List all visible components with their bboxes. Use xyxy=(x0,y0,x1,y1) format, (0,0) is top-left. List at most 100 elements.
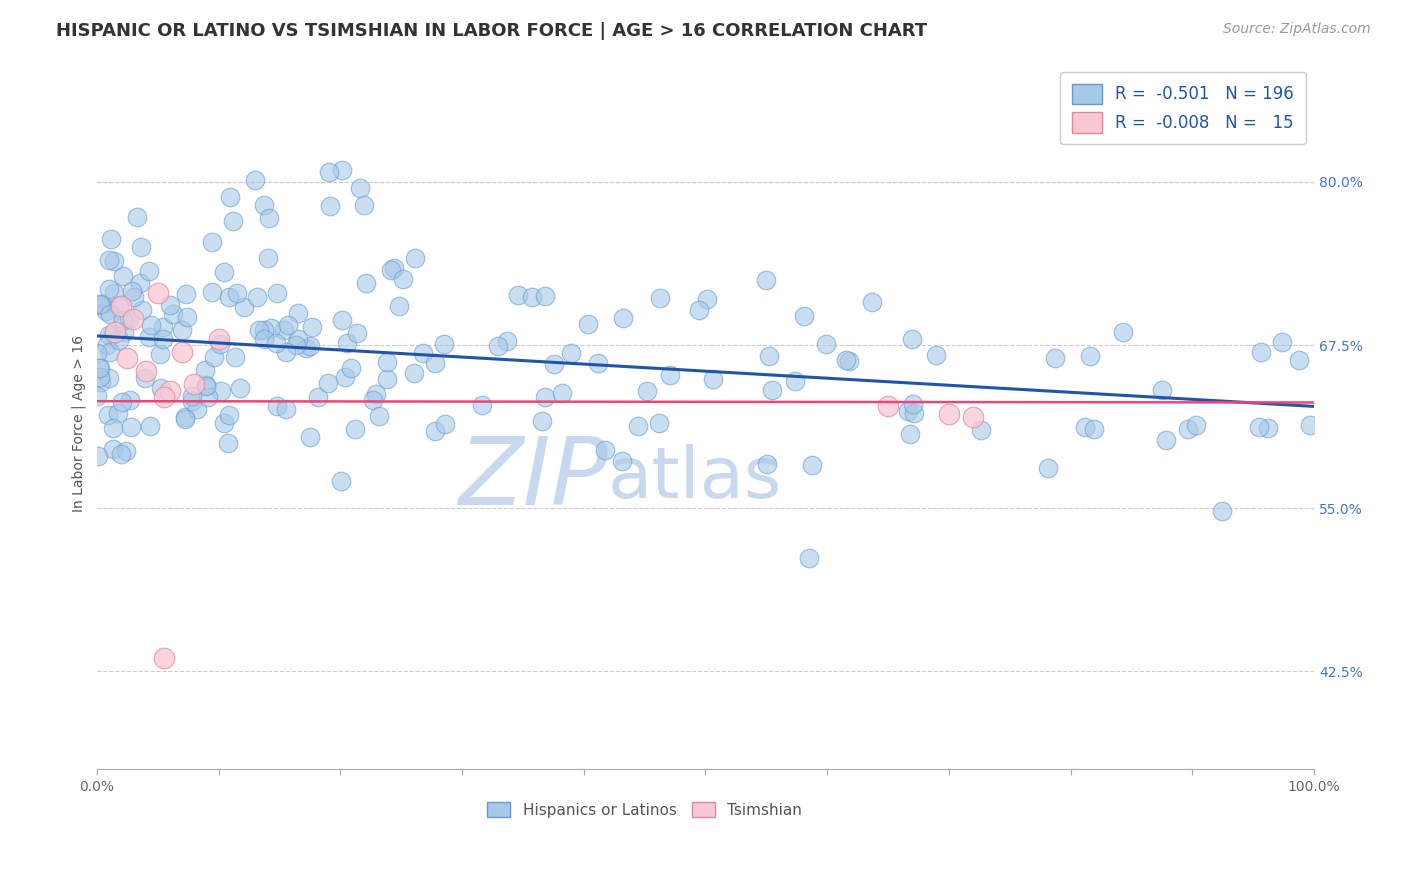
Point xyxy=(87,449,110,463)
Point xyxy=(98,371,121,385)
Point xyxy=(103,285,125,300)
Point xyxy=(149,347,172,361)
Point xyxy=(340,361,363,376)
Text: Source: ZipAtlas.com: Source: ZipAtlas.com xyxy=(1223,22,1371,37)
Point xyxy=(139,419,162,434)
Point xyxy=(1038,461,1060,475)
Point xyxy=(96,304,118,318)
Point xyxy=(259,211,281,225)
Point xyxy=(318,376,340,390)
Point xyxy=(138,330,160,344)
Point xyxy=(129,276,152,290)
Point xyxy=(364,386,387,401)
Point xyxy=(195,377,218,392)
Point xyxy=(938,407,960,421)
Point xyxy=(353,197,375,211)
Text: ZIP: ZIP xyxy=(458,434,609,524)
Point xyxy=(800,458,823,472)
Point xyxy=(425,424,447,438)
Point xyxy=(755,457,778,471)
Point xyxy=(627,419,650,434)
Point xyxy=(404,251,426,265)
Point xyxy=(108,299,131,313)
Point xyxy=(170,344,193,359)
Point xyxy=(361,392,384,407)
Point xyxy=(898,427,921,442)
Point xyxy=(176,310,198,324)
Point xyxy=(382,260,405,275)
Point xyxy=(122,312,145,326)
Point xyxy=(560,346,582,360)
Point xyxy=(877,400,900,414)
Point xyxy=(299,339,322,353)
Point xyxy=(576,317,599,331)
Point xyxy=(423,356,446,370)
Point xyxy=(696,292,718,306)
Point xyxy=(201,235,224,249)
Point xyxy=(330,163,353,178)
Point xyxy=(754,273,776,287)
Point xyxy=(110,299,132,313)
Point xyxy=(89,297,111,311)
Point xyxy=(201,285,224,300)
Point xyxy=(543,357,565,371)
Point xyxy=(266,285,288,300)
Point xyxy=(202,351,225,365)
Point xyxy=(212,416,235,430)
Point xyxy=(318,164,340,178)
Point xyxy=(593,443,616,458)
Point xyxy=(277,318,299,333)
Point xyxy=(793,310,815,324)
Point xyxy=(108,333,131,347)
Point xyxy=(170,323,193,337)
Point xyxy=(174,286,197,301)
Point xyxy=(391,272,413,286)
Point xyxy=(758,349,780,363)
Point xyxy=(89,360,111,375)
Point xyxy=(89,370,111,384)
Point xyxy=(1185,417,1208,432)
Point xyxy=(110,447,132,461)
Point xyxy=(214,265,236,279)
Point xyxy=(658,368,681,382)
Point xyxy=(246,290,269,304)
Point xyxy=(141,318,163,332)
Point xyxy=(107,406,129,420)
Point xyxy=(1257,421,1279,435)
Point xyxy=(118,311,141,326)
Point xyxy=(194,362,217,376)
Point xyxy=(783,375,806,389)
Point xyxy=(101,326,124,341)
Point xyxy=(104,325,127,339)
Point xyxy=(336,336,359,351)
Point xyxy=(209,384,232,398)
Point xyxy=(159,298,181,312)
Point xyxy=(346,326,368,341)
Point xyxy=(111,394,134,409)
Point xyxy=(433,417,456,432)
Point xyxy=(636,384,658,398)
Point xyxy=(287,332,309,346)
Point xyxy=(903,406,925,420)
Point xyxy=(253,333,276,347)
Point xyxy=(222,214,245,228)
Point xyxy=(134,371,156,385)
Point xyxy=(243,173,266,187)
Point xyxy=(217,435,239,450)
Point xyxy=(432,337,454,351)
Point xyxy=(962,409,984,424)
Text: atlas: atlas xyxy=(609,444,783,513)
Point xyxy=(838,354,860,368)
Point xyxy=(101,421,124,435)
Point xyxy=(96,338,118,352)
Point xyxy=(612,311,634,326)
Point xyxy=(98,327,121,342)
Point xyxy=(197,390,219,404)
Point xyxy=(702,372,724,386)
Point xyxy=(233,300,256,314)
Point xyxy=(970,423,993,437)
Point xyxy=(118,393,141,408)
Point xyxy=(402,366,425,380)
Y-axis label: In Labor Force | Age > 16: In Labor Force | Age > 16 xyxy=(72,334,86,512)
Point xyxy=(377,372,399,386)
